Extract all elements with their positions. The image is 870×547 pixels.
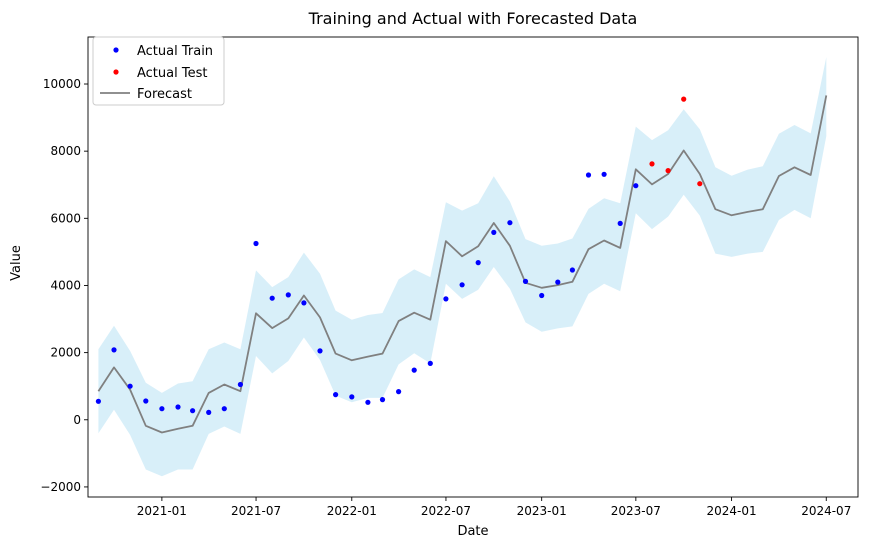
x-axis-label: Date: [457, 524, 488, 539]
train-point-20: [396, 389, 402, 395]
x-tick-label-2: 2021-07: [231, 504, 281, 518]
train-point-8: [206, 409, 212, 415]
train-point-21: [411, 367, 417, 373]
y-tick-label-4: 4000: [50, 278, 81, 292]
y-tick-label-5: 6000: [50, 211, 81, 225]
train-point-3: [127, 383, 133, 389]
legend-item-forecast: Forecast: [100, 87, 192, 102]
legend-swatch-actual-train: [113, 47, 119, 53]
plot-frame: [87, 36, 859, 498]
train-point-18: [365, 399, 371, 405]
train-point-33: [601, 171, 607, 177]
train-point-4: [143, 398, 149, 404]
train-point-26: [491, 229, 497, 235]
test-point-1: [649, 161, 655, 167]
train-point-14: [301, 300, 307, 306]
train-point-17: [349, 394, 355, 400]
train-point-15: [317, 348, 323, 354]
legend-item-actual-test: Actual Test: [113, 66, 207, 81]
train-point-12: [269, 295, 275, 301]
train-point-9: [221, 406, 227, 412]
legend-label-forecast: Forecast: [137, 87, 192, 102]
axes: 2021-01 2021-07 2022-01 2022-07 2023-01 2023-…: [40, 36, 859, 518]
train-point-11: [253, 240, 259, 247]
train-point-35: [633, 183, 639, 189]
plot-area: [95, 57, 828, 477]
x-tick-label-4: 2022-07: [421, 504, 471, 518]
forecast-confidence-band: [98, 57, 827, 477]
test-point-3: [681, 96, 687, 102]
train-point-22: [427, 360, 433, 366]
test-point-2: [665, 168, 671, 174]
train-point-16: [333, 392, 339, 398]
train-point-5: [159, 406, 165, 412]
train-point-30: [555, 279, 561, 285]
train-point-32: [585, 172, 592, 178]
y-tick-label-6: 8000: [50, 144, 81, 158]
x-tick-label-1: 2021-01: [137, 504, 187, 518]
train-point-10: [237, 381, 243, 388]
y-tick-label-1: −2000: [40, 480, 81, 494]
forecast-line: [97, 95, 828, 434]
x-tick-label-6: 2023-07: [611, 504, 661, 518]
train-point-25: [475, 260, 481, 266]
legend-label-actual-test: Actual Test: [137, 66, 207, 81]
legend: Actual Train Actual Test Forecast: [92, 36, 225, 106]
y-tick-label-2: 0: [73, 413, 81, 427]
train-point-2: [111, 347, 117, 353]
y-tick-label-3: 2000: [50, 346, 81, 360]
train-point-28: [522, 278, 529, 284]
train-point-19: [379, 397, 386, 403]
train-point-1: [95, 398, 101, 404]
x-tick-label-3: 2022-01: [327, 504, 377, 518]
legend-frame: [92, 36, 225, 106]
train-point-6: [175, 404, 181, 410]
y-axis-label: Value: [9, 245, 24, 281]
legend-label-actual-train: Actual Train: [137, 44, 213, 59]
x-tick-label-5: 2023-01: [517, 504, 567, 518]
legend-swatch-actual-test: [113, 69, 119, 75]
train-point-23: [443, 296, 449, 302]
x-tick-label-7: 2024-01: [707, 504, 757, 518]
train-point-31: [569, 267, 576, 273]
train-point-29: [539, 292, 545, 299]
y-tick-label-7: 10000: [43, 77, 81, 91]
legend-item-actual-train: Actual Train: [113, 44, 213, 59]
test-point-4: [697, 181, 703, 187]
train-point-24: [459, 282, 465, 288]
x-tick-label-8: 2024-07: [801, 504, 851, 518]
train-point-7: [190, 408, 196, 414]
chart-title: Training and Actual with Forecasted Data: [308, 9, 638, 28]
train-point-34: [617, 220, 623, 226]
train-point-13: [285, 292, 291, 298]
train-point-27: [507, 220, 513, 226]
